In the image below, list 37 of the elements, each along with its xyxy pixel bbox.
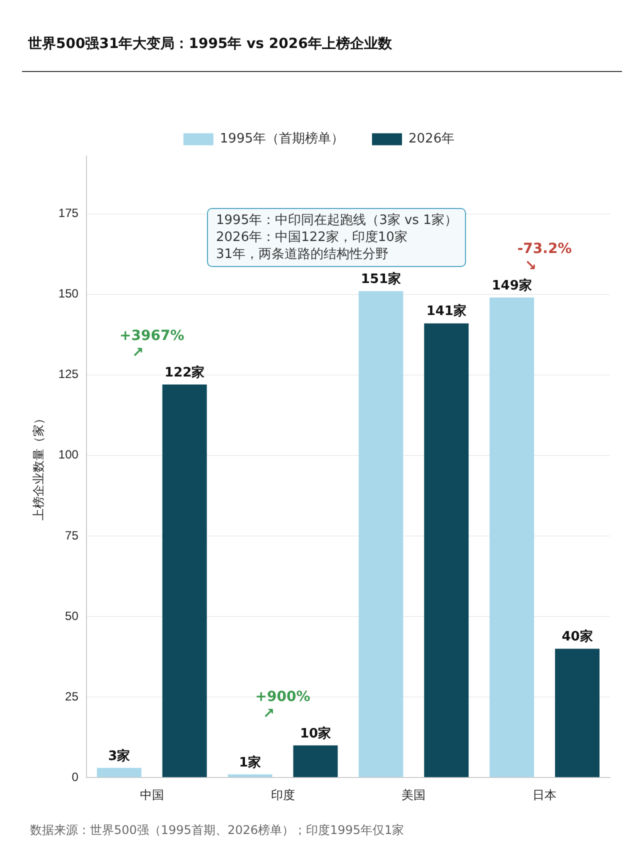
data-label: 3家 (108, 748, 130, 764)
data-label: 122家 (164, 364, 205, 380)
bar (490, 298, 534, 778)
annotation: -73.2% ↘ (517, 241, 572, 274)
bar (228, 774, 272, 778)
data-label: 141家 (426, 303, 466, 320)
data-label: 151家 (360, 270, 402, 287)
y-tick-label: 150 (58, 286, 79, 301)
y-tick-label: 0 (72, 770, 79, 784)
annotation: +900% ↗ (255, 689, 310, 722)
legend-label: 2026年 (408, 132, 455, 147)
bar (293, 745, 338, 778)
bar (96, 768, 142, 778)
y-axis-title: 上榜企业数量（家） (32, 412, 46, 521)
data-label: 1家 (239, 754, 262, 770)
chart-title: 世界500强31年大变局：1995年 vs 2026年上榜企业数 (27, 35, 393, 52)
x-tick-label: 美国 (402, 788, 426, 802)
bar (358, 291, 404, 778)
annotation: +3967% ↗ (120, 328, 184, 362)
source-note: 数据来源：世界500强（1995首期、2026榜单）；印度1995年仅1家 (30, 822, 404, 839)
legend-label: 1995年（首期榜单） (220, 132, 344, 147)
bar (162, 384, 207, 778)
bar (555, 648, 600, 778)
y-tick-label: 125 (58, 367, 79, 382)
data-label: 40家 (562, 628, 593, 645)
annotation: 1995年：中印同在起跑线（3家 vs 1家） 2026年：中国122家，印度10家 31年，两条道路的结构性分野 (207, 208, 466, 267)
y-tick-label: 50 (65, 608, 79, 623)
y-tick-label: 175 (58, 206, 79, 220)
bar (424, 323, 469, 778)
y-tick-label: 75 (65, 528, 79, 542)
x-tick-label: 印度 (270, 788, 295, 802)
data-label: 149家 (492, 277, 532, 294)
data-label: 10家 (300, 725, 332, 742)
x-tick-label: 日本 (532, 788, 557, 802)
y-tick-label: 25 (65, 689, 79, 704)
x-tick-label: 中国 (140, 788, 164, 802)
y-tick-label: 100 (58, 448, 79, 462)
